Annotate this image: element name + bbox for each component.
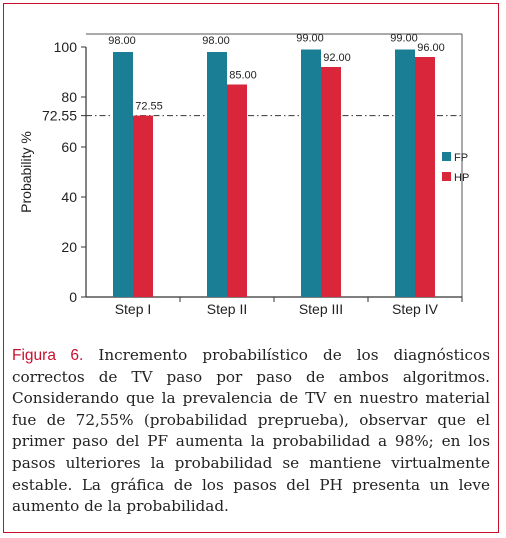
x-tick-label: Step I [115,301,152,317]
legend-label-fp: FP [454,152,468,164]
data-label-hp: 96.00 [417,42,445,54]
y-tick-label: 0 [69,289,77,305]
caption-text: Incremento probabilístico de los diagnós… [12,346,490,516]
data-label-hp: 92.00 [323,52,351,64]
figure-caption: Figura 6. Incremento probabilístico de l… [12,345,490,518]
y-axis-label: Probability % [18,131,34,213]
x-tick-label: Step III [299,301,343,317]
bar-fp [301,49,321,297]
bar-chart: 0 20 40 60 80 100 72.55 Step I 98.00 72.55 Step II… [18,33,469,318]
y-tick-label: 100 [54,39,78,55]
y-tick-label: 40 [61,189,77,205]
bar-hp [133,115,153,297]
figure-label: Figura 6. [12,347,84,364]
y-tick-label: 20 [61,239,77,255]
bar-hp [415,57,435,297]
y-tick-label: 60 [61,139,77,155]
legend-swatch-fp [442,152,451,161]
data-label-fp: 99.00 [296,33,324,45]
data-label-fp: 98.00 [202,35,230,47]
x-tick-label: Step IV [392,301,439,317]
legend-swatch-hp [442,172,451,181]
x-tick-label: Step II [207,301,247,317]
reference-line-label: 72.55 [42,108,77,124]
bar-fp [207,52,227,297]
plot-area: 0 20 40 60 80 100 72.55 Step I 98.00 72.55 Step II… [42,33,469,318]
data-label-hp: 85.00 [229,70,257,82]
y-tick-label: 80 [61,89,77,105]
legend-label-hp: HP [454,172,469,184]
data-label-fp: 99.00 [390,33,418,45]
bar-fp [395,49,415,297]
bar-hp [321,67,341,297]
data-label-fp: 98.00 [108,35,136,47]
bar-hp [227,84,247,297]
data-label-hp: 72.55 [135,101,163,113]
bar-fp [113,52,133,297]
